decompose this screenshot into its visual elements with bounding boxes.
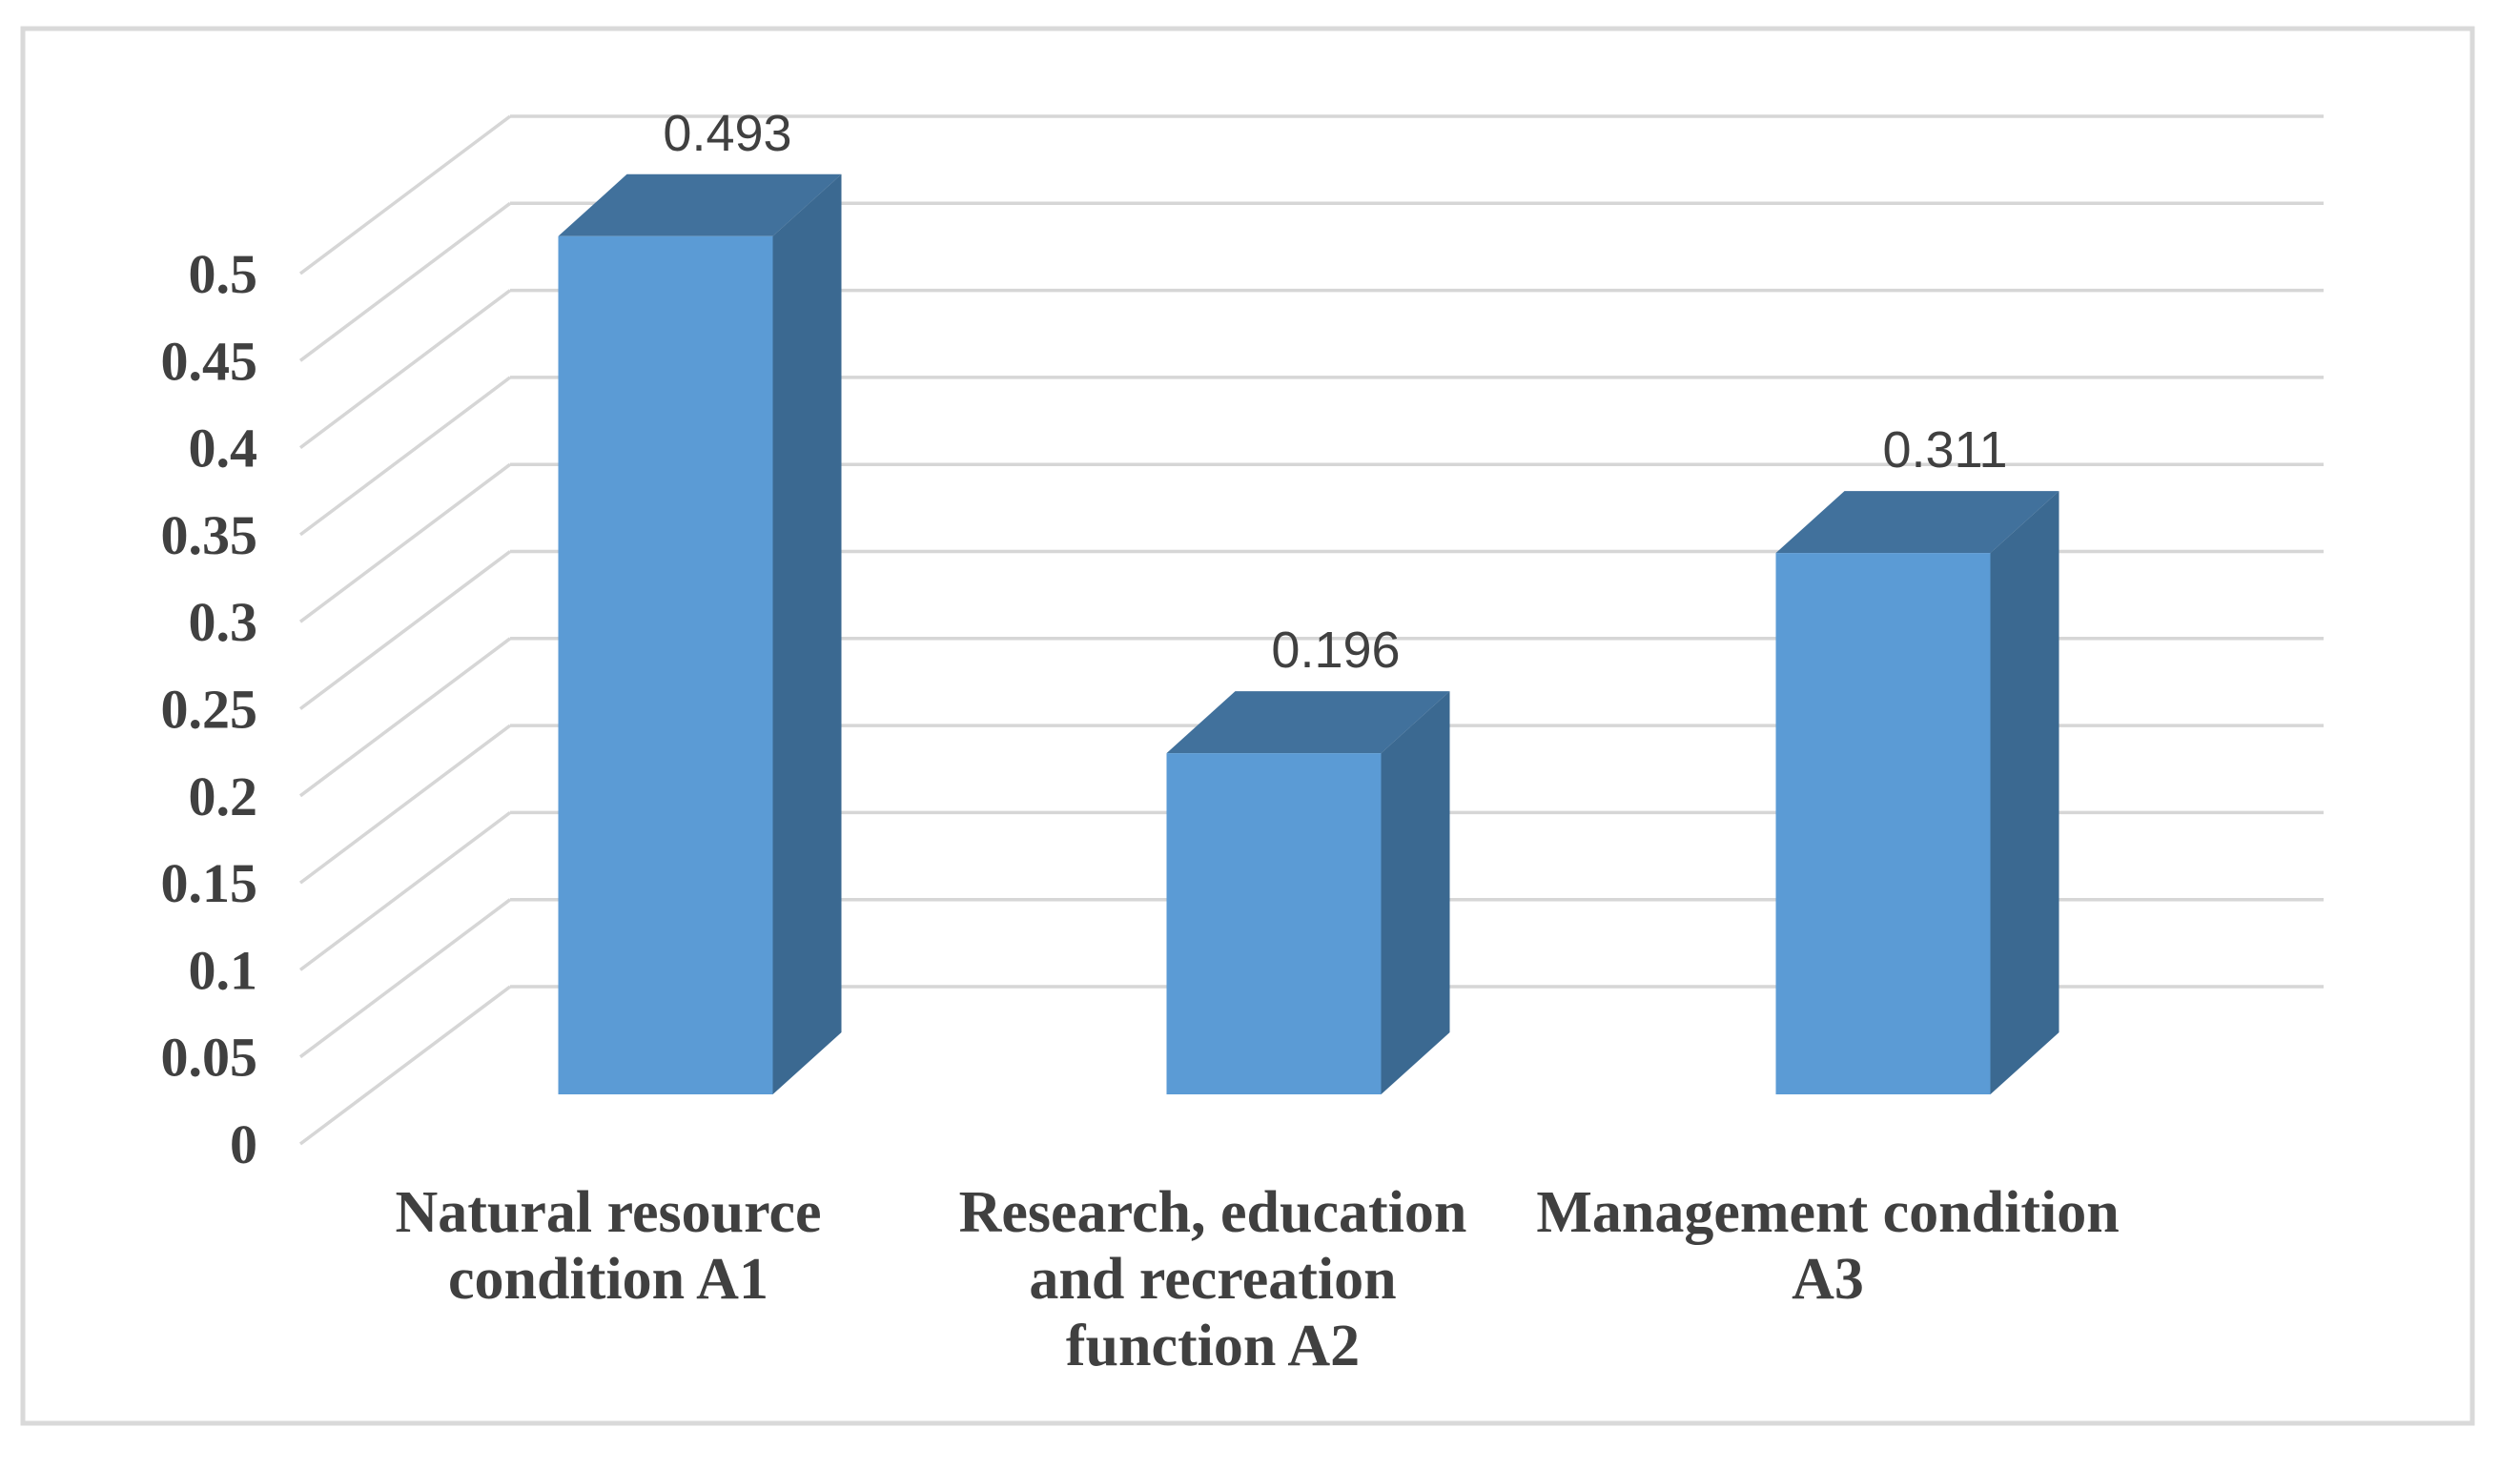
gridline-depth (298, 462, 512, 623)
gridline-depth (298, 898, 512, 1059)
bar-data-label: 0.196 (1271, 622, 1400, 679)
y-axis-tick-label: 0 (230, 1113, 257, 1175)
bar-front-face (558, 235, 773, 1095)
y-axis-tick-label: 0.1 (189, 939, 258, 1001)
gridline-depth (298, 201, 512, 362)
gridline-depth (298, 376, 512, 537)
y-axis-tick-label: 0.35 (161, 504, 258, 566)
bar-top-face (558, 173, 842, 236)
gridline-depth (298, 811, 512, 971)
bar-data-label: 0.311 (1882, 421, 2007, 479)
gridline-depth (298, 637, 512, 798)
x-axis-category-label: A3 (1792, 1247, 1864, 1312)
y-axis-tick-label: 0.25 (161, 679, 258, 741)
bar-front-face (1775, 553, 1991, 1094)
bar-front-face (1166, 753, 1382, 1094)
y-axis-tick-label: 0.05 (161, 1027, 258, 1089)
bar-side-face (1990, 491, 2059, 1094)
x-axis-category-label: function A2 (1066, 1314, 1360, 1378)
x-axis-category-label: and recreation (1029, 1247, 1396, 1312)
y-axis-tick-label: 0.3 (189, 591, 258, 653)
bar-side-face (1381, 691, 1450, 1094)
bar-data-label: 0.493 (663, 105, 791, 162)
bar-side-face (772, 173, 842, 1095)
gridline-depth (298, 289, 512, 450)
gridline-depth (298, 550, 512, 710)
x-axis-category-label: Research, education (959, 1180, 1467, 1245)
bar-top-face (1166, 691, 1450, 754)
gridline-depth (298, 985, 512, 1146)
bar-top-face (1775, 491, 2059, 554)
gridline-depth (298, 724, 512, 885)
x-axis-category-label: condition A1 (448, 1247, 768, 1312)
x-axis-category-label: Management condition (1536, 1180, 2119, 1245)
y-axis-tick-label: 0.45 (161, 330, 258, 392)
y-axis-tick-label: 0.15 (161, 852, 258, 914)
gridline-depth (298, 114, 512, 275)
y-axis-tick-label: 0.5 (189, 243, 258, 305)
x-axis-category-label: Natural resource (395, 1180, 821, 1245)
y-axis-tick-label: 0.4 (189, 418, 258, 479)
y-axis-tick-label: 0.2 (189, 765, 258, 827)
